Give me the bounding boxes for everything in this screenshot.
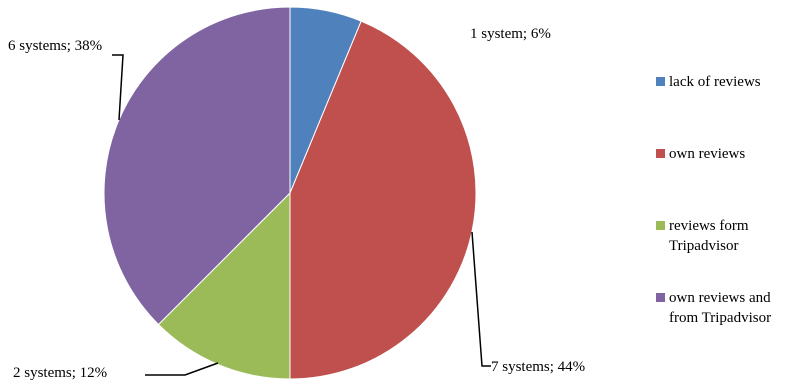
legend-label-own-reviews: own reviews [669,146,745,162]
leader-lines [112,54,491,376]
legend-swatch-own-reviews-and-from-tripadvisor [656,293,665,302]
data-label-reviews-form-tripadvisor: 2 systems; 12% [13,365,107,381]
legend-item-reviews-form-tripadvisor: reviews form Tripadvisor [656,218,749,254]
legend-item-own-reviews-and-from-tripadvisor: own reviews and from Tripadvisor [656,290,771,326]
data-label-own-reviews: 7 systems; 44% [491,359,585,375]
legend-label-own-reviews-and-from-tripadvisor: own reviews and from Tripadvisor [669,290,771,326]
pie-slice-own-reviews [289,20,477,380]
leader-line-own-reviews-and-from-tripadvisor [112,54,124,121]
legend-item-lack-of-reviews: lack of reviews [656,74,761,90]
legend-swatch-lack-of-reviews [656,77,665,86]
pie-slice-own-reviews-and-from-tripadvisor [103,6,291,326]
leader-line-reviews-form-tripadvisor [145,362,219,376]
pie-slice-reviews-form-tripadvisor [157,191,291,380]
legend-label-reviews-form-tripadvisor: reviews form Tripadvisor [669,218,749,254]
pie-slices [103,6,477,380]
legend-swatch-reviews-form-tripadvisor [656,221,665,230]
data-labels: 1 system; 6% 7 systems; 44% 2 systems; 12%… [8,26,585,381]
legend-item-own-reviews: own reviews [656,146,745,162]
legend: lack of reviews own reviews reviews form Tr… [656,74,771,326]
leader-line-own-reviews [471,231,491,367]
data-label-own-reviews-and-from-tripadvisor: 6 systems; 38% [8,38,102,54]
data-label-lack-of-reviews: 1 system; 6% [470,26,551,42]
legend-label-lack-of-reviews: lack of reviews [669,74,761,90]
legend-swatch-own-reviews [656,149,665,158]
